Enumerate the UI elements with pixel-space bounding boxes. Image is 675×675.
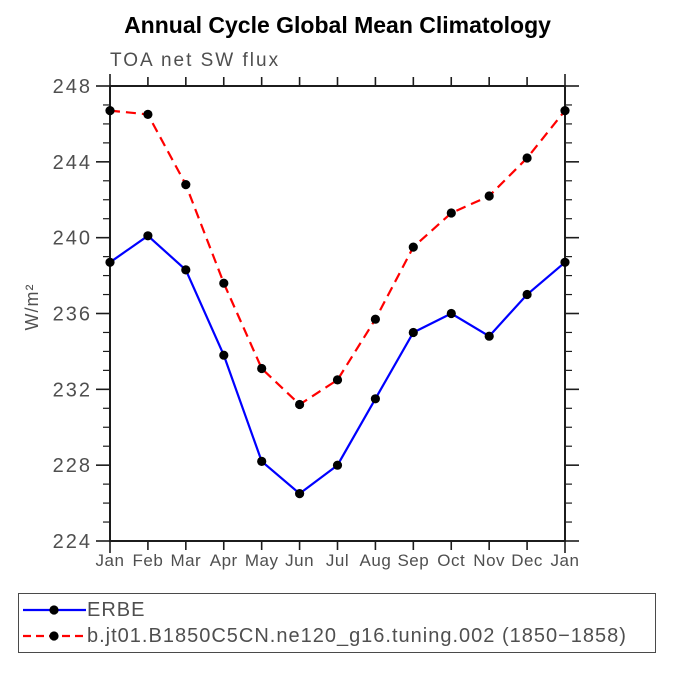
svg-text:Jul: Jul (326, 551, 349, 570)
data-point-marker (484, 191, 494, 201)
data-point-marker (522, 153, 532, 163)
svg-text:248: 248 (53, 76, 92, 98)
data-point-marker (181, 265, 191, 275)
svg-text:Jan: Jan (96, 551, 125, 570)
data-point-marker (295, 489, 305, 499)
data-point-marker (446, 208, 456, 218)
data-point-marker (295, 399, 305, 410)
svg-text:Sep: Sep (397, 551, 429, 570)
data-point-marker (522, 289, 532, 300)
svg-text:236: 236 (53, 304, 92, 326)
svg-text:Feb: Feb (133, 551, 164, 570)
data-point-marker (257, 363, 267, 374)
legend-item-erbe: ERBE (19, 597, 655, 623)
series-line (109, 109, 566, 406)
data-point-marker (105, 106, 115, 116)
data-point-marker (408, 242, 418, 252)
axes (96, 74, 579, 553)
data-point-marker (332, 375, 343, 385)
chart-title: Annual Cycle Global Mean Climatology (124, 12, 551, 38)
svg-text:240: 240 (53, 228, 92, 250)
y-axis-label: W/m² (22, 283, 42, 331)
model-line-sample-icon (23, 631, 86, 641)
svg-text:Dec: Dec (511, 551, 543, 570)
series-model (105, 106, 570, 410)
svg-text:Jan: Jan (551, 551, 580, 570)
data-point-marker (484, 331, 494, 341)
data-point-marker (370, 314, 380, 324)
svg-text:Mar: Mar (170, 551, 201, 570)
legend-item-model: b.jt01.B1850C5CN.ne120_g16.tuning.002 (1… (19, 623, 655, 649)
legend: ERBE b.jt01.B1850C5CN.ne120_g16.tuning.0… (18, 593, 656, 653)
series-erbe (105, 231, 570, 499)
data-point-marker (370, 394, 380, 404)
data-point-marker (143, 231, 153, 241)
data-point-marker (408, 327, 418, 338)
legend-label-model: b.jt01.B1850C5CN.ne120_g16.tuning.002 (1… (87, 625, 627, 647)
chart-subtitle: TOA net SW flux (110, 50, 281, 71)
svg-text:Jun: Jun (285, 551, 314, 570)
plot-frame (109, 85, 566, 542)
svg-text:Aug: Aug (360, 551, 392, 570)
data-point-marker (143, 109, 153, 119)
svg-text:May: May (245, 551, 279, 570)
data-point-marker (560, 106, 570, 116)
data-point-marker (560, 257, 570, 267)
data-point-marker (257, 456, 267, 466)
y-tick-labels: 224 228 232 236 240 244 248 (53, 76, 92, 553)
data-point-marker (219, 350, 229, 360)
svg-text:244: 244 (53, 152, 92, 174)
erbe-line-sample-icon (23, 605, 86, 615)
x-tick-labels: Jan Feb Mar Apr May Jun Jul Aug Sep Oct Nov Dec Jan (96, 551, 580, 570)
data-point-marker (105, 257, 115, 267)
svg-text:Oct: Oct (437, 551, 465, 570)
svg-text:Apr: Apr (210, 551, 238, 570)
data-point-marker (181, 180, 191, 190)
data-point-marker (446, 308, 456, 319)
svg-text:228: 228 (53, 455, 92, 477)
svg-text:224: 224 (53, 531, 92, 553)
svg-text:232: 232 (53, 379, 92, 401)
series-line (109, 234, 566, 496)
data-point-marker (219, 278, 229, 288)
svg-text:Nov: Nov (473, 551, 505, 570)
data-point-marker (332, 460, 343, 470)
legend-label-erbe: ERBE (87, 599, 146, 621)
